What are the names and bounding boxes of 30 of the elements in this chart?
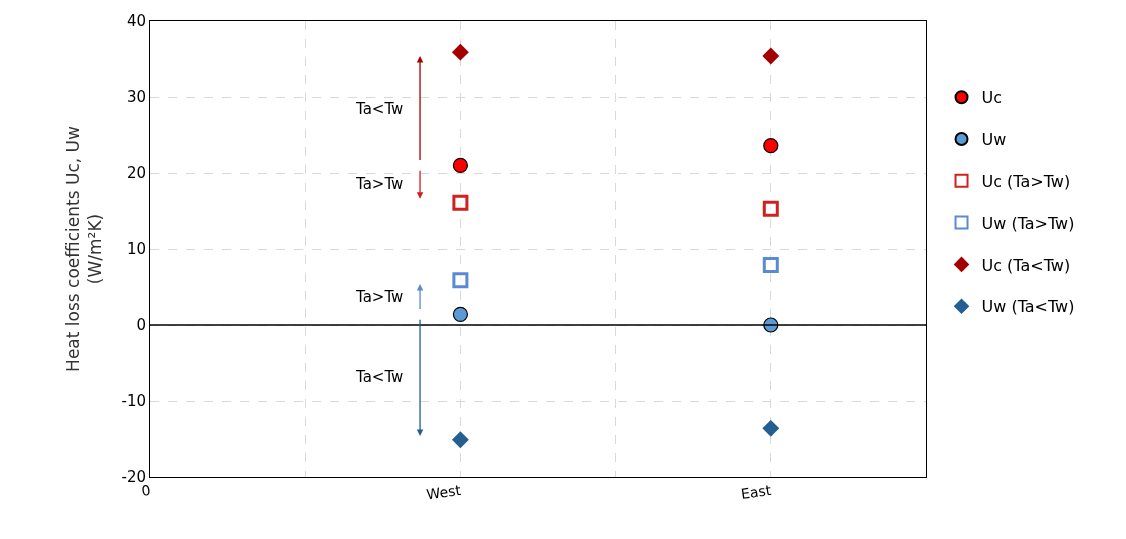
legend-label: Uw [981, 130, 1007, 150]
point [452, 306, 468, 322]
x-tick-label: West [425, 481, 463, 503]
annotation: Ta>Tw [355, 288, 404, 306]
point [451, 43, 469, 61]
point [452, 272, 469, 289]
point [452, 194, 469, 211]
point [763, 138, 779, 154]
y-tick-label: 10 [126, 240, 146, 259]
annotation: Ta<Tw [355, 368, 404, 386]
point [452, 157, 468, 173]
point [451, 431, 469, 449]
point [762, 419, 780, 437]
legend-label: Uc (Ta>Tw) [981, 172, 1071, 192]
legend-label: Uw (Ta>Tw) [981, 213, 1075, 233]
y-tick-label: 0 [136, 316, 146, 335]
x-tick-label: East [740, 481, 773, 502]
annotation: Ta<Tw [355, 100, 404, 118]
y-tick-label: 40 [126, 12, 146, 31]
legend-label: Uc (Ta<Tw) [981, 255, 1071, 275]
y-tick-label: 20 [126, 164, 146, 183]
legend-label: Uc [981, 88, 1003, 108]
point [762, 256, 779, 273]
point [762, 200, 779, 217]
y-tick-label: -10 [121, 392, 146, 411]
point [762, 47, 780, 65]
legend-label: Uw (Ta<Tw) [981, 297, 1075, 317]
y-axis-title: Heat loss coefficients Uc, Uw (W/m²K) [62, 126, 106, 372]
y-tick-label: 30 [126, 88, 146, 107]
annotation: Ta>Tw [355, 175, 404, 193]
